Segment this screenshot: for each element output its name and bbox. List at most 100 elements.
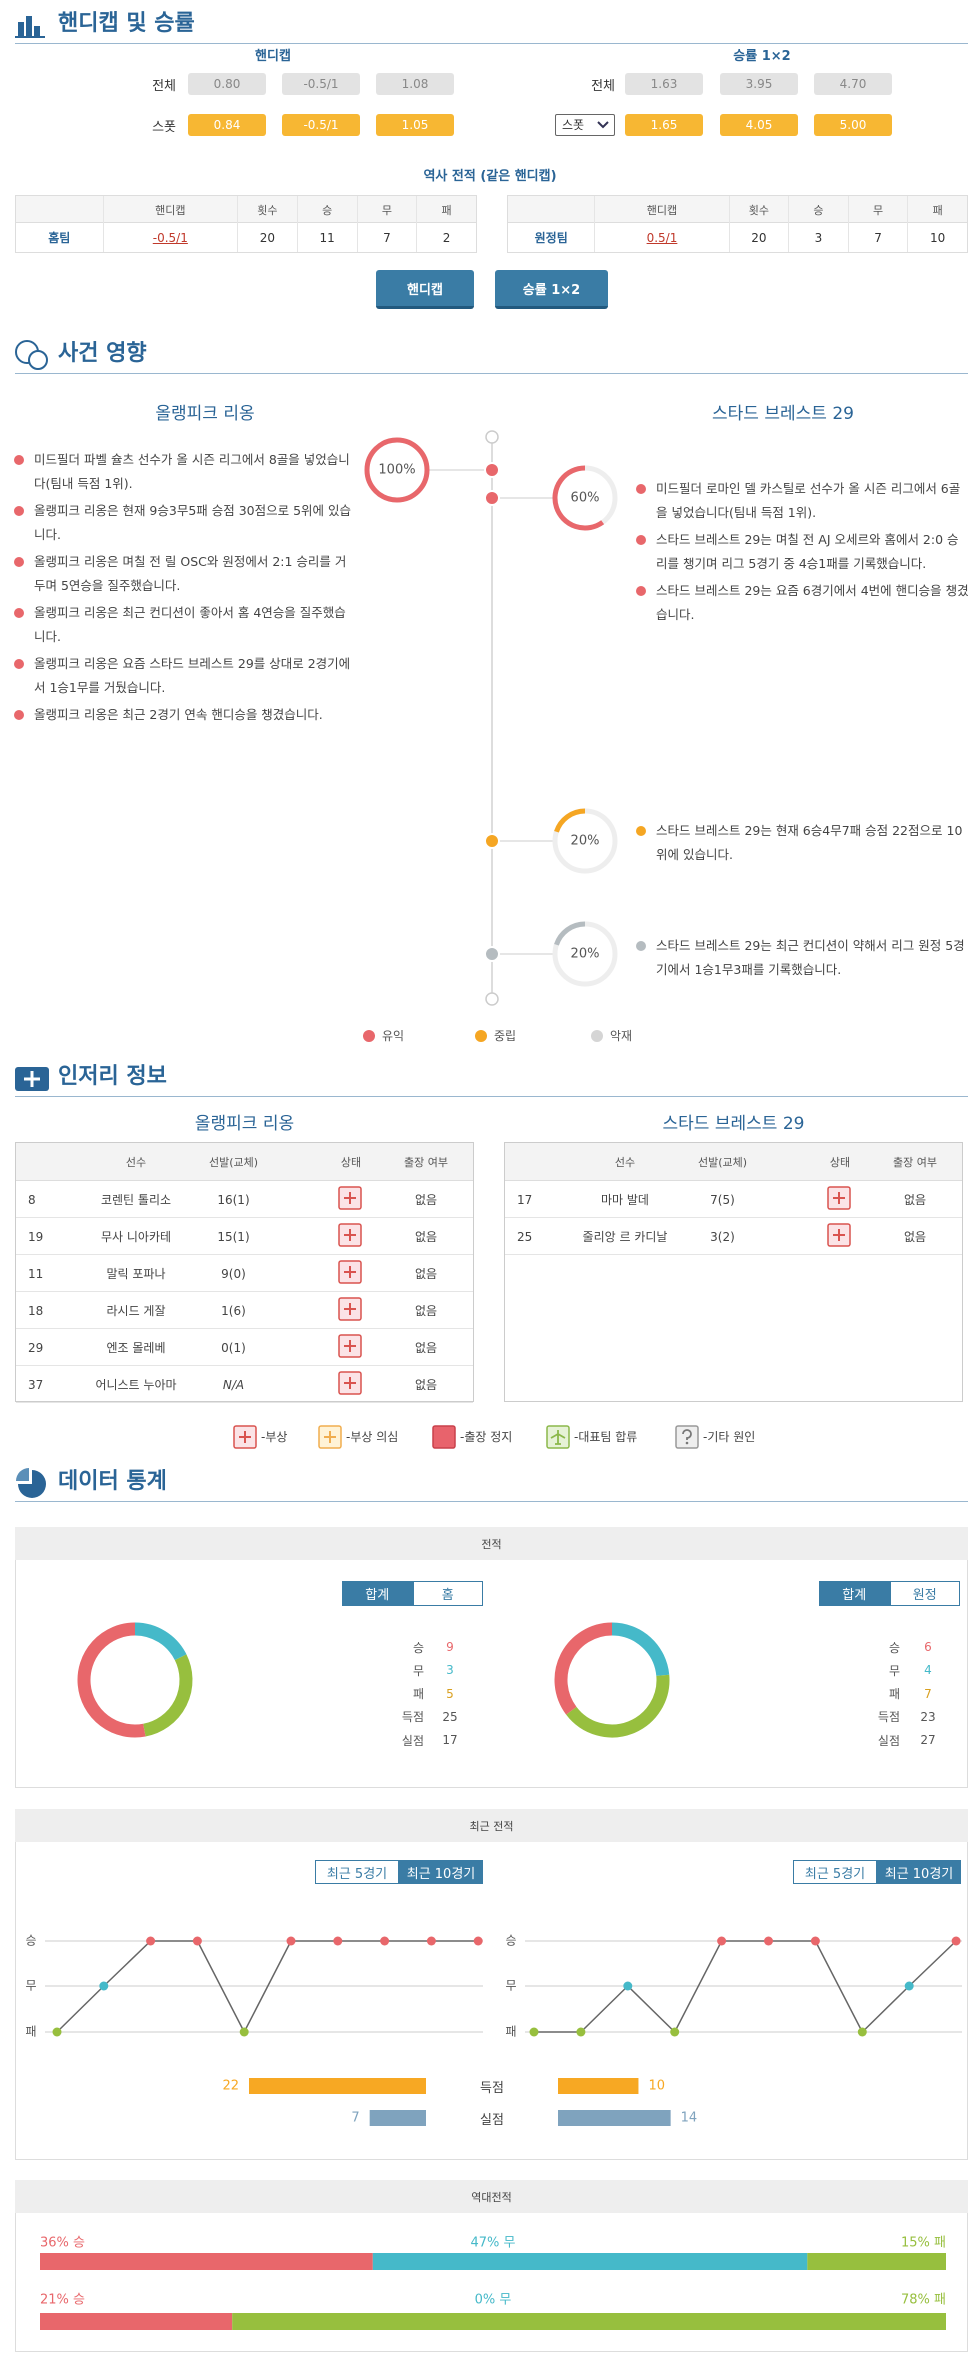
- legend-label: -부상 의심: [346, 1430, 399, 1444]
- status-icon: [675, 1425, 699, 1449]
- panel-title: 전적: [15, 1527, 968, 1560]
- panel-title: 최근 전적: [15, 1809, 968, 1842]
- column-header: 패: [907, 196, 967, 223]
- section-rule: [15, 373, 968, 374]
- count-cell: 20: [237, 223, 297, 252]
- record-table: 핸디캡 횟수 승 무 패 홈팀 -0.5/1 20 11 7 2: [15, 195, 477, 253]
- tab[interactable]: 최근 10경기: [877, 1860, 961, 1884]
- injury-table: 선수 선발(교체) 상태 출장 여부 8 코렌틴 톨리소 16(1) 없음 19 무사 니아카테 1…: [15, 1142, 474, 1403]
- count-cell: 2: [416, 223, 476, 252]
- column-header: 횟수: [728, 196, 789, 223]
- timeline-dot: [484, 462, 500, 478]
- table-row: [16, 1255, 473, 1292]
- event-item: 올랭피크 리옹은 며칠 전 릴 OSC와 원정에서 2:1 승리를 거두며 5연…: [14, 550, 354, 598]
- gauge-arc: [554, 921, 586, 946]
- tab[interactable]: 최근 5경기: [315, 1860, 399, 1884]
- tab-button[interactable]: 승률 1×2: [495, 270, 608, 309]
- gauge-label: 20%: [571, 947, 600, 962]
- section-rule: [15, 1501, 968, 1502]
- tab-button[interactable]: 핸디캡: [376, 270, 474, 309]
- count-cell: 10: [907, 223, 967, 252]
- goal-label: 실점: [480, 2112, 504, 2128]
- tab[interactable]: 원정: [889, 1581, 960, 1606]
- timeline-end: [485, 430, 499, 444]
- odds-value: -0.5/1: [282, 114, 360, 136]
- stat-label: 패: [888, 1687, 900, 1702]
- icon-shape: [24, 1071, 40, 1087]
- table-row: [16, 1366, 473, 1403]
- table-row: [505, 1218, 962, 1255]
- player-available: 없음: [414, 1230, 438, 1244]
- event-bullet: [636, 535, 646, 545]
- gauge-arc: [554, 808, 586, 833]
- table-row: [16, 1292, 473, 1329]
- event-text: 올랭피크 리옹은 며칠 전 릴 OSC와 원정에서 2:1 승리를 거두며 5연…: [34, 554, 347, 593]
- event-list: 스타드 브레스트 29는 현재 6승4무7패 승점 22점으로 10위에 있습니…: [636, 819, 970, 870]
- tab[interactable]: 합계: [819, 1581, 890, 1606]
- timeline-dot: [484, 833, 500, 849]
- event-bullet: [636, 484, 646, 494]
- timeline-dot: [484, 946, 500, 962]
- gauge-track: [552, 921, 618, 987]
- event-text: 미드필더 파벨 슐츠 선수가 올 시즌 리그에서 8골을 넣었습니다(팀내 득점…: [34, 452, 350, 491]
- event-text: 스타드 브레스트 29는 요즘 6경기에서 4번에 핸디승을 챙겼습니다.: [656, 583, 969, 622]
- stat-value: 6: [924, 1640, 932, 1654]
- team-name: 스타드 브레스트 29: [712, 403, 854, 424]
- status-glyph: [682, 1429, 692, 1440]
- row-label: 스폿: [152, 119, 176, 135]
- event-item: 스타드 브레스트 29는 며칠 전 AJ 오세르와 홈에서 2:0 승리를 챙기…: [636, 528, 970, 576]
- stat-label: 승: [888, 1640, 900, 1655]
- tab[interactable]: 최근 5경기: [793, 1860, 877, 1884]
- event-text: 올랭피크 리옹은 최근 2경기 연속 핸디승을 챙겼습니다.: [34, 707, 323, 722]
- stat-value: 23: [920, 1709, 936, 1724]
- count-cell: 7: [356, 223, 417, 252]
- status-glyph: [685, 1441, 689, 1445]
- event-item: 올랭피크 리옹은 최근 2경기 연속 핸디승을 챙겼습니다.: [14, 703, 354, 727]
- player-number: 37: [28, 1377, 44, 1392]
- select[interactable]: 스폿: [555, 114, 615, 136]
- player-number: 17: [517, 1192, 533, 1207]
- tab[interactable]: 홈: [412, 1581, 483, 1606]
- tab[interactable]: 최근 10경기: [399, 1860, 483, 1884]
- player-number: 8: [28, 1192, 36, 1207]
- player-name: 어니스트 누아마: [95, 1378, 177, 1392]
- icon-shape: [28, 350, 48, 370]
- column-header: 핸디캡: [594, 196, 728, 223]
- event-text: 올랭피크 리옹은 현재 9승3무5패 승점 30점으로 5위에 있습니다.: [34, 503, 352, 542]
- legend-label: -기타 원인: [703, 1430, 756, 1444]
- event-bullet: [636, 941, 646, 951]
- player-apps: 1(6): [221, 1303, 246, 1318]
- gauge-label: 20%: [571, 834, 600, 849]
- odds-value: 1.05: [376, 114, 454, 136]
- player-apps: 3(2): [710, 1229, 735, 1244]
- stat-value: 27: [920, 1733, 936, 1748]
- table-row: [16, 1181, 473, 1218]
- player-name: 말릭 포파나: [106, 1267, 166, 1281]
- legend-dot: [363, 1030, 375, 1042]
- stat-value: 9: [446, 1640, 454, 1654]
- section-rule: [15, 1096, 968, 1097]
- count-cell: 7: [847, 223, 908, 252]
- odds-value: 3.95: [720, 73, 798, 95]
- gauge-track: [552, 465, 618, 531]
- tab[interactable]: 합계: [342, 1581, 413, 1606]
- gauge-arc: [552, 465, 605, 531]
- event-text: 스타드 브레스트 29는 현재 6승4무7패 승점 22점으로 10위에 있습니…: [656, 823, 963, 862]
- team-name: 올랭피크 리옹: [194, 1113, 295, 1134]
- player-available: 없음: [414, 1193, 438, 1207]
- odds-value: 1.65: [625, 114, 703, 136]
- handicap-cell: 0.5/1: [594, 223, 728, 252]
- icon-shape: [16, 1468, 29, 1481]
- handicap-cell: -0.5/1: [102, 223, 237, 252]
- section-rule: [15, 43, 968, 44]
- team-cell: 홈팀: [48, 231, 71, 245]
- table-header: [505, 1143, 962, 1181]
- icon-shape: [18, 1470, 46, 1498]
- player-number: 29: [28, 1340, 44, 1355]
- icon-shape: [15, 340, 39, 364]
- table-row: [505, 1181, 962, 1218]
- panel-title: 역대전적: [15, 2180, 968, 2213]
- odds-value: 4.70: [814, 73, 892, 95]
- select-label: 스폿: [562, 118, 585, 132]
- stat-value: 7: [924, 1686, 932, 1701]
